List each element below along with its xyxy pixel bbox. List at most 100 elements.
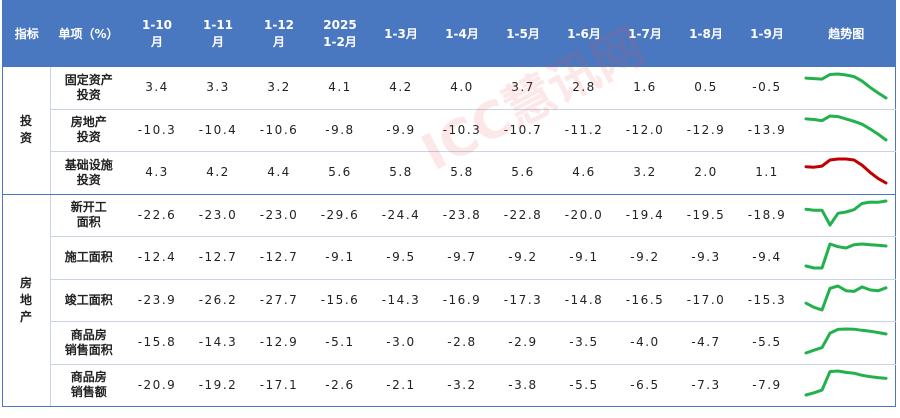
value-cell: 3.2 <box>248 67 310 110</box>
value-cell: -9.1 <box>309 236 371 280</box>
header-period: 1-3月 <box>370 0 432 67</box>
row-label: 施工面积 <box>50 236 127 280</box>
value-cell: -22.6 <box>126 194 188 237</box>
header-period: 1-7月 <box>614 0 676 67</box>
value-cell: -3.2 <box>431 364 493 407</box>
value-cell: 4.2 <box>187 151 249 195</box>
header-item: 单项（%） <box>50 0 127 67</box>
value-cell: 4.6 <box>553 151 615 195</box>
value-cell: -5.1 <box>309 321 371 365</box>
value-cell: -20.0 <box>553 194 615 237</box>
sparkline <box>804 242 888 270</box>
value-cell: -9.2 <box>492 236 554 280</box>
value-cell: -5.5 <box>736 321 798 365</box>
value-cell: -22.8 <box>492 194 554 237</box>
trend-cell <box>797 321 896 365</box>
value-cell: -10.3 <box>431 109 493 152</box>
value-cell: -20.9 <box>126 364 188 407</box>
sparkline <box>804 369 888 397</box>
header-trend: 趋势图 <box>797 0 896 67</box>
value-cell: -5.5 <box>553 364 615 407</box>
value-cell: -9.7 <box>431 236 493 280</box>
header-period: 1-9月 <box>736 0 798 67</box>
value-cell: -23.0 <box>248 194 310 237</box>
value-cell: -14.3 <box>187 321 249 365</box>
trend-cell <box>797 109 896 152</box>
group-label: 房地产 <box>20 275 34 324</box>
value-cell: -12.9 <box>675 109 737 152</box>
sparkline <box>804 114 888 142</box>
value-cell: 3.3 <box>187 67 249 110</box>
row-label: 固定资产 投资 <box>50 67 127 110</box>
sparkline-line <box>804 72 888 100</box>
value-cell: -12.0 <box>614 109 676 152</box>
value-cell: -9.4 <box>736 236 798 280</box>
value-cell: -18.9 <box>736 194 798 237</box>
value-cell: -23.8 <box>431 194 493 237</box>
sparkline <box>804 284 888 312</box>
sparkline-line <box>804 242 888 270</box>
table-row: 施工面积 -12.4 -12.7 -12.7 -9.1 -9.5 -9.7 -9.2 -9.1-… <box>3 236 896 280</box>
value-cell: -10.4 <box>187 109 249 152</box>
header-period: 1-4月 <box>431 0 493 67</box>
value-cell: 5.6 <box>309 151 371 195</box>
value-cell: -9.3 <box>675 236 737 280</box>
value-cell: -9.8 <box>309 109 371 152</box>
value-cell: 3.4 <box>126 67 188 110</box>
table-row: 投资 固定资产 投资 3.4 3.3 3.2 4.1 4.2 4.0 3.7 2.8 1.6 0.5-… <box>2 67 896 195</box>
value-cell: 3.7 <box>492 67 554 110</box>
value-cell: 5.6 <box>492 151 554 195</box>
value-cell: 4.4 <box>248 151 310 195</box>
value-cell: -14.3 <box>370 279 432 322</box>
trend-cell <box>797 279 896 322</box>
value-cell: -11.2 <box>553 109 615 152</box>
value-cell: 5.8 <box>370 151 432 195</box>
value-cell: 4.1 <box>309 67 371 110</box>
sparkline <box>804 72 888 100</box>
sparkline-line <box>804 114 888 142</box>
value-cell: 4.3 <box>126 151 188 195</box>
table-row: 商品房 销售额 -20.9 -19.2 -17.1 -2.6 -2.1 -3.2 -3.8 -5… <box>3 364 896 407</box>
value-cell: -12.9 <box>248 321 310 365</box>
value-cell: -12.7 <box>248 236 310 280</box>
value-cell: -10.3 <box>126 109 188 152</box>
header-indicator: 指标 <box>2 0 51 67</box>
trend-cell <box>797 236 896 280</box>
value-cell: -2.9 <box>492 321 554 365</box>
value-cell: -15.3 <box>736 279 798 322</box>
value-cell: 1.6 <box>614 67 676 110</box>
header-period: 1-11 月 <box>187 0 249 67</box>
value-cell: -24.4 <box>370 194 432 237</box>
value-cell: 4.2 <box>370 67 432 110</box>
sparkline <box>804 199 888 227</box>
sparkline-line <box>804 157 888 185</box>
value-cell: -19.2 <box>187 364 249 407</box>
sparkline-line <box>804 327 888 355</box>
value-cell: -9.2 <box>614 236 676 280</box>
trend-cell <box>797 151 896 195</box>
value-cell: -4.7 <box>675 321 737 365</box>
value-cell: 2.0 <box>675 151 737 195</box>
value-cell: -17.1 <box>248 364 310 407</box>
value-cell: -2.8 <box>431 321 493 365</box>
value-cell: -19.5 <box>675 194 737 237</box>
row-label: 房地产 投资 <box>50 109 127 152</box>
sparkline-line <box>804 369 888 397</box>
value-cell: -14.8 <box>553 279 615 322</box>
value-cell: -9.1 <box>553 236 615 280</box>
value-cell: -2.1 <box>370 364 432 407</box>
row-label: 商品房 销售面积 <box>50 321 127 365</box>
group-cell: 房地产 <box>2 194 51 407</box>
value-cell: 1.1 <box>736 151 798 195</box>
trend-cell <box>797 194 896 237</box>
header-period: 1-12 月 <box>248 0 310 67</box>
table-row: 基础设施 投资 4.3 4.2 4.4 5.6 5.8 5.8 5.6 4.6 3.2 2.0 1.1 <box>3 151 896 195</box>
indicator-table: 指标 单项（%） 1-10 月 1-11 月 1-12 月 2025 1-2月 1-3月… <box>2 0 896 407</box>
header-row: 指标 单项（%） 1-10 月 1-11 月 1-12 月 2025 1-2月 1-3月… <box>2 0 896 67</box>
value-cell: -17.0 <box>675 279 737 322</box>
group-cell: 投资 <box>2 67 51 195</box>
row-label: 商品房 销售额 <box>50 364 127 407</box>
header-period: 1-8月 <box>675 0 737 67</box>
value-cell: -3.0 <box>370 321 432 365</box>
sparkline-line <box>804 199 888 227</box>
